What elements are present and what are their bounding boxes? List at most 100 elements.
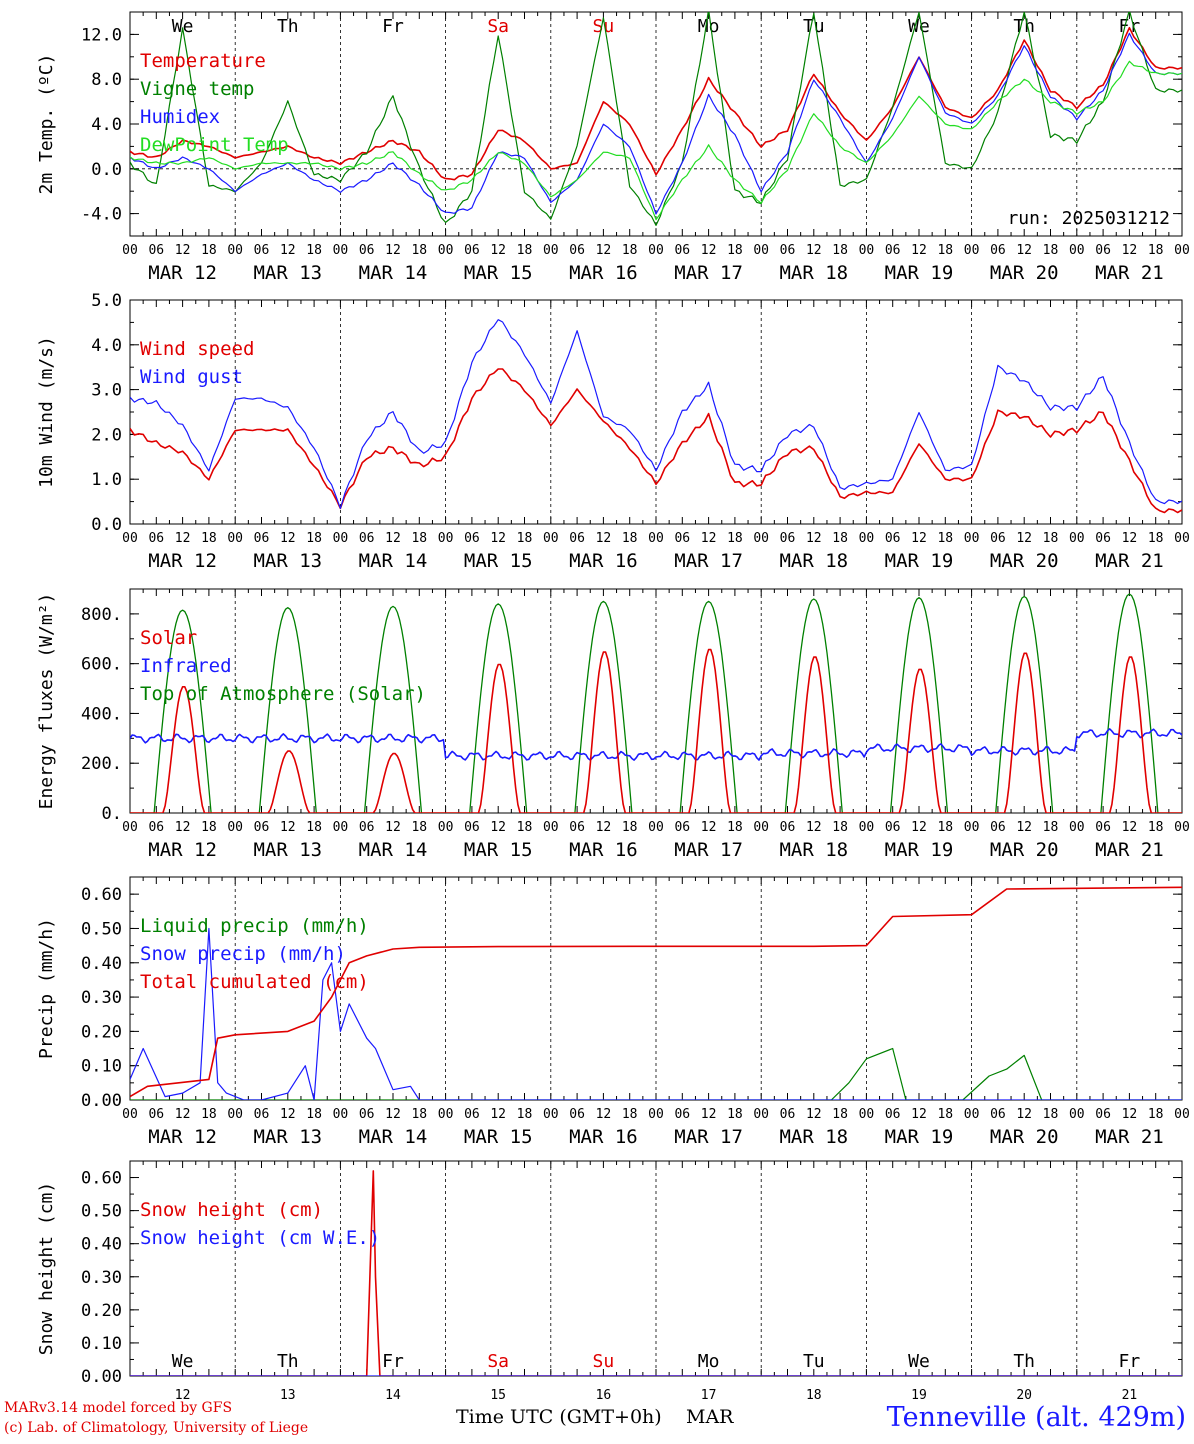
hour-label: 00 <box>543 531 559 546</box>
hour-label: 00 <box>1069 820 1085 835</box>
hour-label: 12 <box>911 820 927 835</box>
hour-label: 12 <box>701 243 717 258</box>
series-layer <box>130 1170 1182 1376</box>
y-tick-label: 12.0 <box>81 25 122 45</box>
date-label: MAR 20 <box>990 550 1059 572</box>
hour-label: 12 <box>596 1107 612 1122</box>
date-label: MAR 12 <box>148 550 217 572</box>
hour-label: 00 <box>859 531 875 546</box>
hour-label: 06 <box>990 1107 1006 1122</box>
series-wind-gust <box>130 319 1182 509</box>
y-tick-label: 0.60 <box>81 1169 122 1189</box>
hour-label: 18 <box>411 820 427 835</box>
date-label: MAR 20 <box>990 839 1059 861</box>
station-label: Tenneville (alt. 429m) <box>886 1402 1186 1433</box>
y-tick-label: 0.10 <box>81 1057 122 1077</box>
y-tick-label: 0.0 <box>91 160 122 180</box>
hour-label: 06 <box>1095 243 1111 258</box>
day-number-label: 15 <box>490 1388 506 1403</box>
date-label: MAR 20 <box>990 262 1059 284</box>
hour-label: 06 <box>254 1107 270 1122</box>
y-tick-label: 0.10 <box>81 1334 122 1354</box>
day-number-label: 18 <box>806 1388 822 1403</box>
hour-label: 18 <box>306 531 322 546</box>
legend-entry: Temperature <box>140 50 266 72</box>
hour-label: 12 <box>596 243 612 258</box>
series-snow-height-cm <box>130 1170 1182 1376</box>
legend-entry: Snow height (cm W.E.) <box>140 1227 380 1249</box>
hour-label: 12 <box>1016 820 1032 835</box>
hour-label: 18 <box>517 1107 533 1122</box>
weekday-label: Tu <box>803 16 825 37</box>
weekday-label: Sa <box>487 1351 509 1372</box>
hour-label: 00 <box>1174 243 1190 258</box>
hour-label: 18 <box>832 1107 848 1122</box>
hour-label: 12 <box>280 820 296 835</box>
hour-label: 06 <box>885 1107 901 1122</box>
weekday-label: Th <box>1013 1351 1035 1372</box>
date-label: MAR 12 <box>148 839 217 861</box>
weekday-label: Fr <box>382 16 404 37</box>
time-axis-label: Time UTC (GMT+0h) <box>456 1406 662 1428</box>
y-tick-label: 0.0 <box>91 515 122 535</box>
date-label: MAR 15 <box>464 1126 533 1148</box>
weekday-label: Sa <box>487 16 509 37</box>
model-credit: MARv3.14 model forced by GFS <box>4 1400 233 1416</box>
hour-label: 12 <box>806 820 822 835</box>
legend-entry: DewPoint Temp <box>140 134 289 156</box>
day-number-label: 19 <box>911 1388 927 1403</box>
hour-label: 12 <box>490 531 506 546</box>
hour-label: 12 <box>1122 1107 1138 1122</box>
hour-label: 00 <box>1174 820 1190 835</box>
hour-label: 12 <box>701 1107 717 1122</box>
hour-label: 06 <box>464 820 480 835</box>
hour-label: 06 <box>1095 820 1111 835</box>
hour-label: 12 <box>385 243 401 258</box>
hour-label: 00 <box>122 243 138 258</box>
hour-label: 18 <box>832 531 848 546</box>
hour-label: 06 <box>464 531 480 546</box>
day-number-label: 20 <box>1016 1388 1032 1403</box>
hour-label: 12 <box>385 1107 401 1122</box>
y-tick-label: 0.50 <box>81 1202 122 1222</box>
hour-label: 06 <box>990 531 1006 546</box>
day-number-label: 14 <box>385 1388 401 1403</box>
weekday-label: Th <box>277 16 299 37</box>
hour-label: 12 <box>280 531 296 546</box>
date-label: MAR 15 <box>464 262 533 284</box>
hour-label: 00 <box>227 1107 243 1122</box>
weekday-label: Tu <box>803 1351 825 1372</box>
hour-label: 06 <box>464 1107 480 1122</box>
y-tick-label: 0.00 <box>81 1367 122 1387</box>
hour-label: 12 <box>1016 1107 1032 1122</box>
hour-label: 00 <box>122 531 138 546</box>
lab-credit: (c) Lab. of Climatology, University of L… <box>4 1420 309 1436</box>
y-tick-label: 800. <box>81 605 122 625</box>
hour-label: 00 <box>1174 531 1190 546</box>
hour-label: 06 <box>359 1107 375 1122</box>
hour-label: 18 <box>411 243 427 258</box>
hour-label: 00 <box>543 1107 559 1122</box>
y-tick-label: 0.20 <box>81 1022 122 1042</box>
weekday-label: Mo <box>698 1351 720 1372</box>
series-total-cumulated-cm <box>130 886 1182 1098</box>
date-label: MAR 21 <box>1095 839 1164 861</box>
hour-label: 12 <box>175 531 191 546</box>
legend-entry: Liquid precip (mm/h) <box>140 915 369 937</box>
hour-label: 00 <box>648 531 664 546</box>
y-tick-label: 0.50 <box>81 919 122 939</box>
legend-entry: Snow precip (mm/h) <box>140 943 346 965</box>
series-humidex <box>130 32 1182 215</box>
hour-label: 18 <box>832 243 848 258</box>
day-number-label: 16 <box>596 1388 612 1403</box>
weekday-label: We <box>172 1351 194 1372</box>
hour-label: 18 <box>1043 531 1059 546</box>
weekday-label: Mo <box>698 16 720 37</box>
hour-label: 06 <box>674 820 690 835</box>
hour-label: 06 <box>674 243 690 258</box>
date-label: MAR 17 <box>674 839 743 861</box>
date-label: MAR 14 <box>359 262 428 284</box>
weekday-label: Su <box>593 16 615 37</box>
hour-label: 18 <box>937 243 953 258</box>
